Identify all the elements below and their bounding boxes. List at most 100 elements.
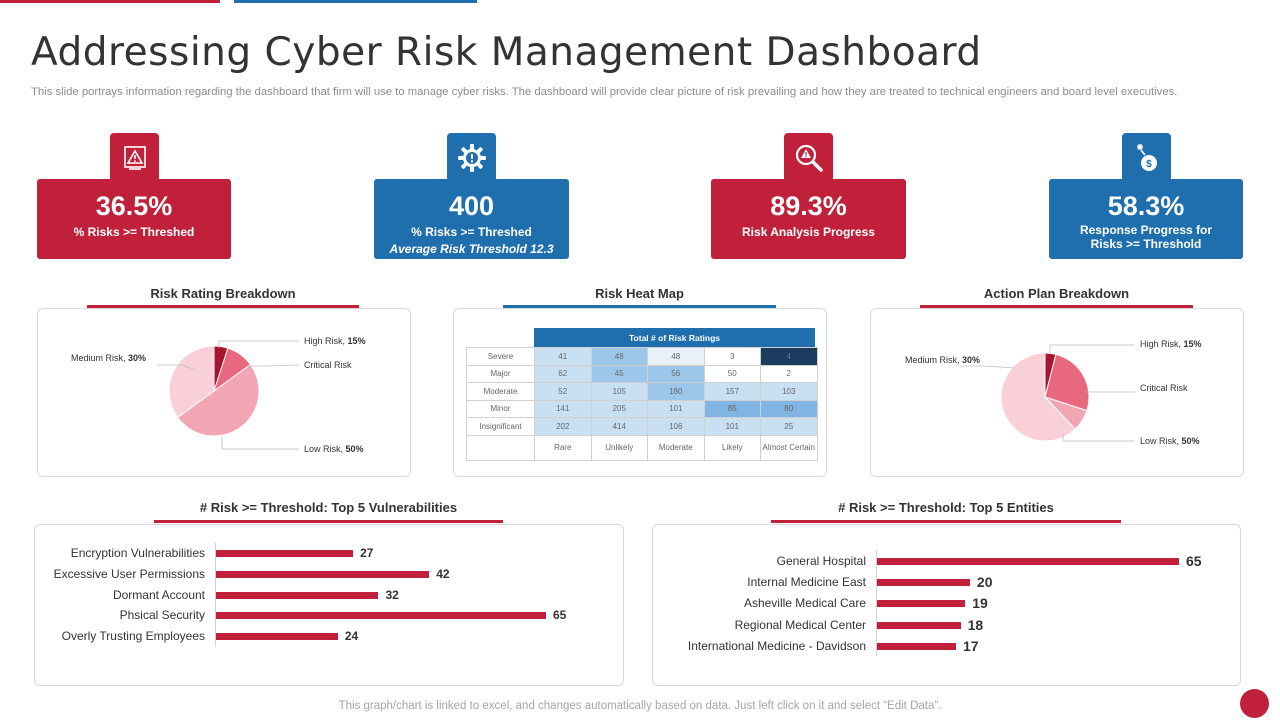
heat-column-label: Rare: [534, 434, 592, 461]
corner-dot: [1240, 689, 1269, 718]
top-accent-red: [0, 0, 220, 3]
heat-column-label: Likely: [703, 434, 761, 461]
heat-cell: 101: [703, 417, 761, 436]
kpi-risk-analysis-progress: 89.3% Risk Analysis Progress: [711, 179, 906, 259]
heat-map-underline: [503, 305, 776, 308]
bar-value-label: 20: [976, 574, 993, 591]
bar: [877, 621, 961, 629]
heat-cell: 85: [703, 399, 761, 418]
pie-label-high: High Risk, 15%: [1140, 339, 1202, 349]
bar-value-label: 18: [967, 616, 984, 633]
heat-cell: 2: [760, 364, 818, 383]
bar-category-label: Asheville Medical Care: [743, 596, 866, 611]
kpi-label: Risk Analysis Progress: [742, 225, 875, 239]
kpi-value: 58.3%: [1107, 191, 1185, 221]
bar-value-label: 19: [972, 595, 988, 612]
bar-category-label: General Hospital: [776, 554, 866, 568]
action-plan-underline: [920, 305, 1193, 308]
heat-cell: 62: [534, 364, 592, 383]
money-bomb-icon: $: [1122, 133, 1171, 182]
bar: [216, 633, 338, 641]
bar-category-label: Excessive User Permissions: [53, 566, 205, 581]
heat-row-label: Insignificant: [466, 417, 535, 436]
bar-value-label: 42: [436, 566, 450, 581]
heat-cell: 101: [647, 399, 705, 418]
bar: [877, 579, 970, 587]
heat-cell: 103: [760, 382, 818, 401]
heat-cell: 80: [760, 399, 818, 418]
pie-leader-line: [157, 364, 196, 371]
svg-text:$: $: [1146, 159, 1152, 170]
bar-value-label: 65: [553, 608, 567, 623]
pie-label-low: Low Risk, 50%: [1140, 436, 1200, 446]
kpi-value: 89.3%: [770, 191, 847, 221]
bar-category-label: Dormant Account: [112, 587, 205, 602]
kpi-response-progress: 58.3% Response Progress for Risks >= Thr…: [1049, 179, 1243, 259]
bar-category-label: Encryption Vulnerabilities: [70, 546, 205, 560]
pie-slice-critical-risk: [1044, 353, 1090, 412]
warning-triangle-icon: [110, 133, 159, 182]
bar: [877, 600, 966, 608]
heat-row-label: Minor: [466, 399, 535, 418]
pie-label-low: Low Risk, 50%: [304, 444, 364, 454]
kpi-risks-threshed-percent: 36.5% % Risks >= Threshed: [37, 179, 231, 259]
pie-label-critical: Critical Risk: [304, 360, 352, 370]
magnifier-alert-icon: [784, 133, 833, 182]
kpi-label: Response Progress for: [1079, 223, 1213, 237]
pie-leader-line: [247, 364, 300, 367]
pie-leader-line: [1049, 344, 1135, 353]
heat-cell: 106: [647, 417, 705, 436]
heat-map-header: Total # of Risk Ratings: [534, 328, 815, 348]
heat-cell: 202: [534, 417, 592, 436]
risk-rating-title: Risk Rating Breakdown: [150, 286, 296, 301]
pie-slice-medium-risk: [1000, 352, 1076, 442]
footer-note: This graph/chart is linked to excel, and…: [338, 700, 942, 712]
pie-label-critical: Critical Risk: [1140, 383, 1188, 393]
bar-value-label: 17: [962, 637, 979, 654]
entities-axis: [876, 550, 877, 656]
bar-category-label: Overly Trusting Employees: [61, 629, 205, 644]
heat-map-table: Severe 41 48 48 3 4 Major 62 45 56 50 2 Moderate 52 10…: [466, 347, 818, 461]
vulnerabilities-underline: [154, 520, 503, 523]
bar-category-label: International Medicine - Davidson: [687, 638, 866, 653]
gear-alert-icon: [447, 133, 496, 182]
entities-underline: [771, 520, 1121, 523]
heat-cell: 50: [703, 364, 761, 383]
heat-cell: 3: [703, 347, 761, 366]
pie-leader-line: [1062, 434, 1135, 442]
kpi-value: 400: [448, 191, 495, 221]
heat-cell: 205: [590, 399, 648, 418]
entities-title: # Risk >= Threshold: Top 5 Entities: [838, 500, 1054, 515]
kpi-label: % Risks >= Threshed: [73, 225, 195, 239]
bar-value-label: 32: [385, 587, 399, 602]
pie-leader-line: [960, 365, 1016, 369]
pie-label-medium: Medium Risk, 30%: [71, 353, 147, 363]
heat-column-label: Unlikely: [590, 434, 648, 461]
heat-cell: 414: [590, 417, 648, 436]
pie-label-high: High Risk, 15%: [304, 336, 366, 346]
heat-corner: [466, 434, 535, 461]
kpi-value: 36.5%: [95, 191, 173, 221]
heat-cell: 141: [534, 399, 592, 418]
bar: [216, 570, 430, 578]
action-plan-title: Action Plan Breakdown: [983, 286, 1130, 301]
bar-category-label: Internal Medicine East: [747, 575, 866, 590]
bar: [216, 591, 379, 599]
heat-cell: 52: [534, 382, 592, 401]
heat-cell: 41: [534, 347, 592, 366]
heat-cell: 48: [647, 347, 705, 366]
vulnerabilities-title: # Risk >= Threshold: Top 5 Vulnerabiliti…: [199, 500, 458, 515]
heat-cell: 157: [703, 382, 761, 401]
heat-column-label: Almost Certain: [760, 434, 818, 461]
pie-leader-line: [221, 436, 299, 450]
pie-leader-line: [218, 340, 299, 348]
heat-cell: 105: [590, 382, 648, 401]
pie-slice-medium-risk: [168, 345, 215, 419]
kpi-label: % Risks >= Threshed: [411, 225, 532, 239]
bar: [216, 550, 354, 557]
heat-cell: 4: [760, 347, 818, 366]
kpi-risks-threshed-count: 400 % Risks >= Threshed Average Risk Thr…: [374, 179, 569, 259]
bar-value-label: 65: [1186, 553, 1202, 569]
page-title: Addressing Cyber Risk Management Dashboa…: [31, 30, 982, 75]
heat-cell: 48: [590, 347, 648, 366]
